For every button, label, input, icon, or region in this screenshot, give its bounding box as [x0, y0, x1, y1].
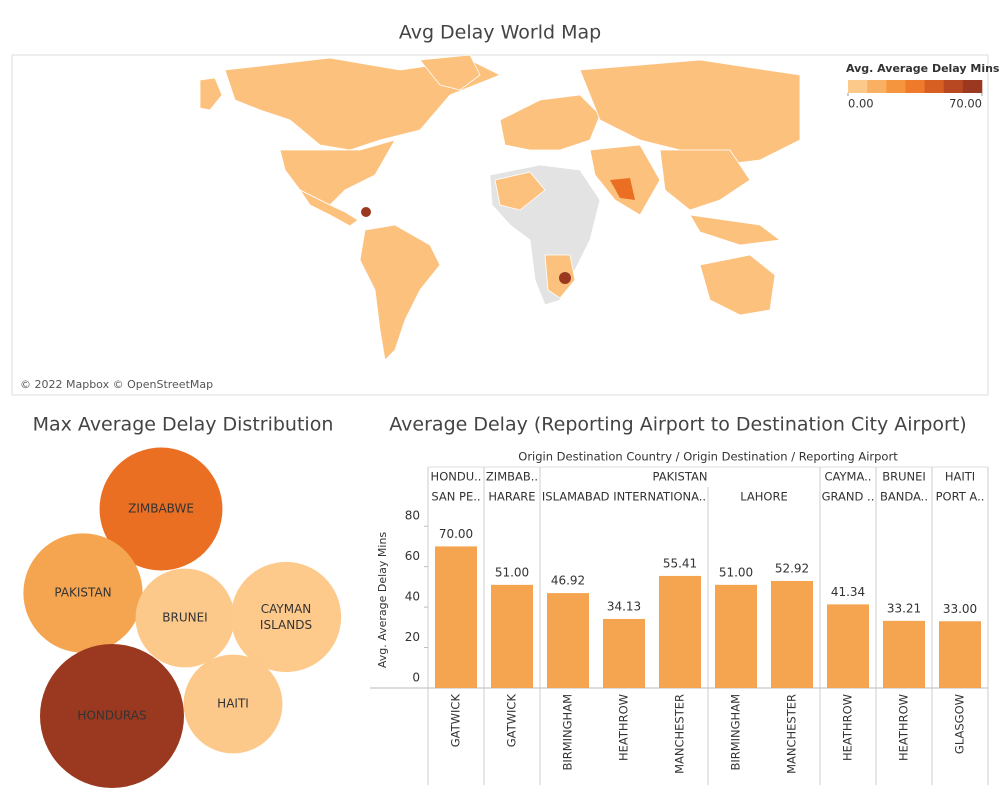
usa — [279, 139, 396, 206]
alaska — [199, 77, 223, 111]
country-header: HONDU.. — [431, 470, 482, 484]
legend-swatch — [886, 80, 906, 93]
bar — [435, 546, 477, 688]
x-tick-label: GATWICK — [449, 694, 463, 748]
bubble — [230, 561, 342, 673]
bubble-label: HAITI — [217, 697, 249, 711]
legend-swatch — [924, 80, 945, 93]
bubble-label: ZIMBABWE — [128, 502, 194, 516]
country-header: HAITI — [945, 470, 975, 484]
bar — [603, 618, 645, 688]
bubble-label: CAYMAN ISLANDS — [260, 602, 312, 632]
value-label: 46.92 — [551, 574, 585, 588]
bar — [827, 604, 869, 688]
mexico — [298, 188, 359, 227]
bubble — [135, 568, 235, 668]
x-header-title: Origin Destination Country / Origin Dest… — [518, 450, 898, 464]
value-label: 70.00 — [439, 527, 473, 541]
legend-swatch — [962, 80, 983, 93]
x-tick-label: HEATHROW — [897, 694, 911, 761]
bubble — [99, 447, 223, 571]
southeast-asia — [689, 214, 782, 246]
legend-swatch — [867, 80, 887, 93]
y-tick-label: 0 — [412, 671, 420, 685]
y-axis-title: Avg. Average Delay Mins — [376, 532, 389, 669]
value-label: 51.00 — [495, 565, 529, 579]
legend-swatch — [943, 80, 964, 93]
bubble-title: Max Average Delay Distribution — [33, 414, 334, 436]
australia — [699, 254, 776, 316]
x-tick-label: MANCHESTER — [673, 694, 687, 774]
legend-tick-label: 0.00 — [848, 97, 874, 111]
bar-title: Average Delay (Reporting Airport to Dest… — [389, 414, 966, 436]
map-frame — [11, 54, 989, 396]
x-tick-label: BIRMINGHAM — [729, 694, 743, 771]
origin-header: HARARE — [488, 490, 535, 504]
legend-swatch — [905, 80, 925, 93]
legend: 0.00 70.00 — [847, 80, 983, 111]
bubble — [23, 533, 143, 653]
x-tick-label: HEATHROW — [841, 694, 855, 761]
x-tick-label: HEATHROW — [617, 694, 631, 761]
russia — [579, 59, 801, 166]
pakistan-region — [610, 178, 635, 200]
value-label: 33.21 — [887, 601, 921, 615]
country-header: BRUNEI — [882, 470, 926, 484]
country-header: ZIMBAB.. — [486, 470, 538, 484]
bubble-label: PAKISTAN — [54, 586, 111, 600]
x-tick-label: GLASGOW — [953, 694, 967, 754]
origin-header: PORT A.. — [936, 490, 985, 504]
south-america — [359, 224, 441, 361]
origin-header: BANDA.. — [880, 490, 928, 504]
bubble-chart: ZIMBABWE PAKISTAN BRUNEI CAYMAN ISLANDS HONDU… — [23, 447, 342, 788]
zimbabwe-region — [559, 272, 571, 284]
map-title: Avg Delay World Map — [399, 22, 601, 44]
bar — [939, 621, 981, 688]
north-africa — [494, 171, 546, 211]
value-label: 34.13 — [607, 599, 641, 613]
legend-swatch — [848, 80, 868, 93]
europe — [499, 94, 601, 151]
x-tick-label: MANCHESTER — [785, 694, 799, 774]
bar — [771, 580, 813, 688]
origin-header: GRAND .. — [822, 490, 875, 504]
greenland — [419, 54, 481, 91]
bar — [659, 575, 701, 688]
x-tick-label: BIRMINGHAM — [561, 694, 575, 771]
bubble — [183, 654, 283, 754]
x-tick-label: GATWICK — [505, 694, 519, 748]
bar — [491, 584, 533, 688]
bar — [547, 593, 589, 688]
china — [659, 149, 751, 211]
bar — [883, 620, 925, 688]
origin-header: SAN PE.. — [431, 490, 480, 504]
value-label: 33.00 — [943, 602, 977, 616]
y-tick-label: 40 — [405, 590, 420, 604]
map-attribution: © 2022 Mapbox © OpenStreetMap — [20, 378, 213, 391]
y-tick-label: 60 — [405, 549, 420, 563]
bar — [715, 584, 757, 688]
y-tick-label: 80 — [405, 509, 420, 523]
value-label: 55.41 — [663, 556, 697, 570]
canada — [224, 57, 501, 151]
country-header: CAYMA.. — [825, 470, 872, 484]
bubble — [40, 644, 184, 788]
country-header: PAKISTAN — [653, 470, 708, 484]
bubble-label: BRUNEI — [162, 611, 207, 625]
origin-header: ISLAMABAD INTERNATIONA.. — [542, 490, 706, 504]
world-map — [199, 54, 801, 361]
origin-header: LAHORE — [740, 490, 788, 504]
legend-title: Avg. Average Delay Mins — [846, 62, 1000, 75]
bubble-label: HONDURAS — [77, 709, 146, 723]
bar-chart: 0 20 40 60 80 HONDU.. ZIMBAB.. PAKISTAN CAYMA.. B… — [370, 466, 989, 785]
value-label: 41.34 — [831, 585, 865, 599]
y-tick-label: 20 — [405, 630, 420, 644]
legend-tick-label: 70.00 — [949, 97, 982, 111]
value-label: 51.00 — [719, 565, 753, 579]
honduras-region — [361, 207, 371, 217]
value-label: 52.92 — [775, 561, 809, 575]
